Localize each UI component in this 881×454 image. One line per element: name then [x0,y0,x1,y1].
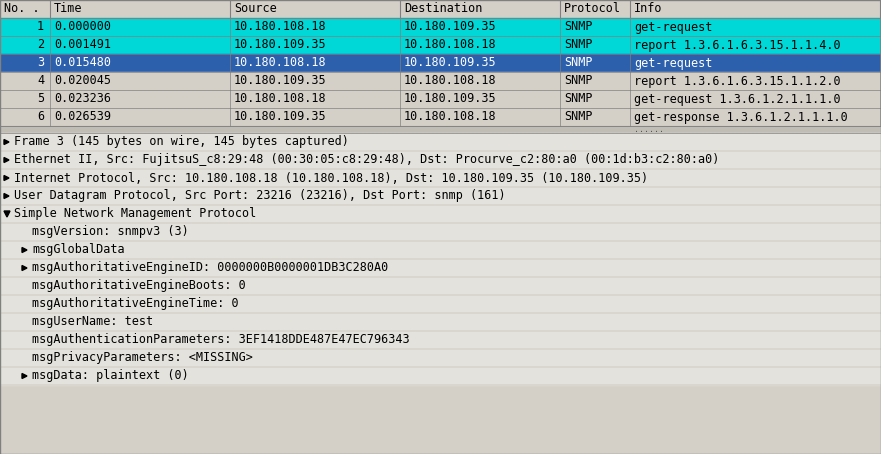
Text: 10.180.109.35: 10.180.109.35 [234,39,327,51]
Text: 3: 3 [37,56,44,69]
Text: Simple Network Management Protocol: Simple Network Management Protocol [14,207,256,221]
Text: Time: Time [54,3,83,15]
Text: Internet Protocol, Src: 10.180.108.18 (10.180.108.18), Dst: 10.180.109.35 (10.18: Internet Protocol, Src: 10.180.108.18 (1… [14,172,648,184]
Text: Protocol: Protocol [564,3,621,15]
Text: 10.180.108.18: 10.180.108.18 [404,39,497,51]
Polygon shape [4,139,9,144]
Text: msgVersion: snmpv3 (3): msgVersion: snmpv3 (3) [32,226,189,238]
Text: No. .: No. . [4,3,40,15]
Text: 10.180.108.18: 10.180.108.18 [234,93,327,105]
Text: 10.180.109.35: 10.180.109.35 [404,93,497,105]
Text: msgAuthoritativeEngineBoots: 0: msgAuthoritativeEngineBoots: 0 [32,280,246,292]
Text: 0.015480: 0.015480 [54,56,111,69]
Text: SNMP: SNMP [564,93,593,105]
Text: 10.180.109.35: 10.180.109.35 [404,20,497,34]
Text: ......: ...... [634,125,664,134]
Text: msgAuthoritativeEngineID: 0000000B0000001DB3C280A0: msgAuthoritativeEngineID: 0000000B000000… [32,262,389,275]
Text: msgPrivacyParameters: <MISSING>: msgPrivacyParameters: <MISSING> [32,351,253,365]
Text: 0.000000: 0.000000 [54,20,111,34]
Text: 0.023236: 0.023236 [54,93,111,105]
Polygon shape [4,211,10,217]
Text: Frame 3 (145 bytes on wire, 145 bytes captured): Frame 3 (145 bytes on wire, 145 bytes ca… [14,135,349,148]
Polygon shape [4,158,9,163]
Text: msgAuthoritativeEngineTime: 0: msgAuthoritativeEngineTime: 0 [32,297,239,311]
Text: report 1.3.6.1.6.3.15.1.1.2.0: report 1.3.6.1.6.3.15.1.1.2.0 [634,74,840,88]
Text: 0.001491: 0.001491 [54,39,111,51]
Text: 6: 6 [37,110,44,123]
Text: SNMP: SNMP [564,110,593,123]
Polygon shape [22,247,27,252]
Text: 0.020045: 0.020045 [54,74,111,88]
Text: get-request: get-request [634,56,713,69]
Text: report 1.3.6.1.6.3.15.1.1.4.0: report 1.3.6.1.6.3.15.1.1.4.0 [634,39,840,51]
Text: 4: 4 [37,74,44,88]
Text: SNMP: SNMP [564,39,593,51]
Text: 2: 2 [37,39,44,51]
Text: get-request 1.3.6.1.2.1.1.1.0: get-request 1.3.6.1.2.1.1.1.0 [634,93,840,105]
Text: 10.180.108.18: 10.180.108.18 [404,110,497,123]
Text: msgData: plaintext (0): msgData: plaintext (0) [32,370,189,383]
Polygon shape [4,176,9,181]
Text: 5: 5 [37,93,44,105]
Text: 10.180.108.18: 10.180.108.18 [234,20,327,34]
Text: 10.180.108.18: 10.180.108.18 [234,56,327,69]
Text: Info: Info [634,3,663,15]
Text: Ethernet II, Src: FujitsuS_c8:29:48 (00:30:05:c8:29:48), Dst: Procurve_c2:80:a0 : Ethernet II, Src: FujitsuS_c8:29:48 (00:… [14,153,720,167]
Text: SNMP: SNMP [564,20,593,34]
Polygon shape [22,266,27,271]
Text: 10.180.108.18: 10.180.108.18 [404,74,497,88]
Text: get-response 1.3.6.1.2.1.1.1.0: get-response 1.3.6.1.2.1.1.1.0 [634,110,848,123]
Text: 10.180.109.35: 10.180.109.35 [234,110,327,123]
Text: 10.180.109.35: 10.180.109.35 [404,56,497,69]
Text: msgUserName: test: msgUserName: test [32,316,153,329]
Text: Destination: Destination [404,3,483,15]
Text: Source: Source [234,3,277,15]
Text: SNMP: SNMP [564,56,593,69]
Text: msgAuthenticationParameters: 3EF1418DDE487E47EC796343: msgAuthenticationParameters: 3EF1418DDE4… [32,334,410,346]
Text: get-request: get-request [634,20,713,34]
Text: msgGlobalData: msgGlobalData [32,243,124,257]
Text: User Datagram Protocol, Src Port: 23216 (23216), Dst Port: snmp (161): User Datagram Protocol, Src Port: 23216 … [14,189,506,202]
Text: SNMP: SNMP [564,74,593,88]
Polygon shape [22,374,27,379]
Text: 10.180.109.35: 10.180.109.35 [234,74,327,88]
Polygon shape [4,193,9,198]
Text: 1: 1 [37,20,44,34]
Text: 0.026539: 0.026539 [54,110,111,123]
